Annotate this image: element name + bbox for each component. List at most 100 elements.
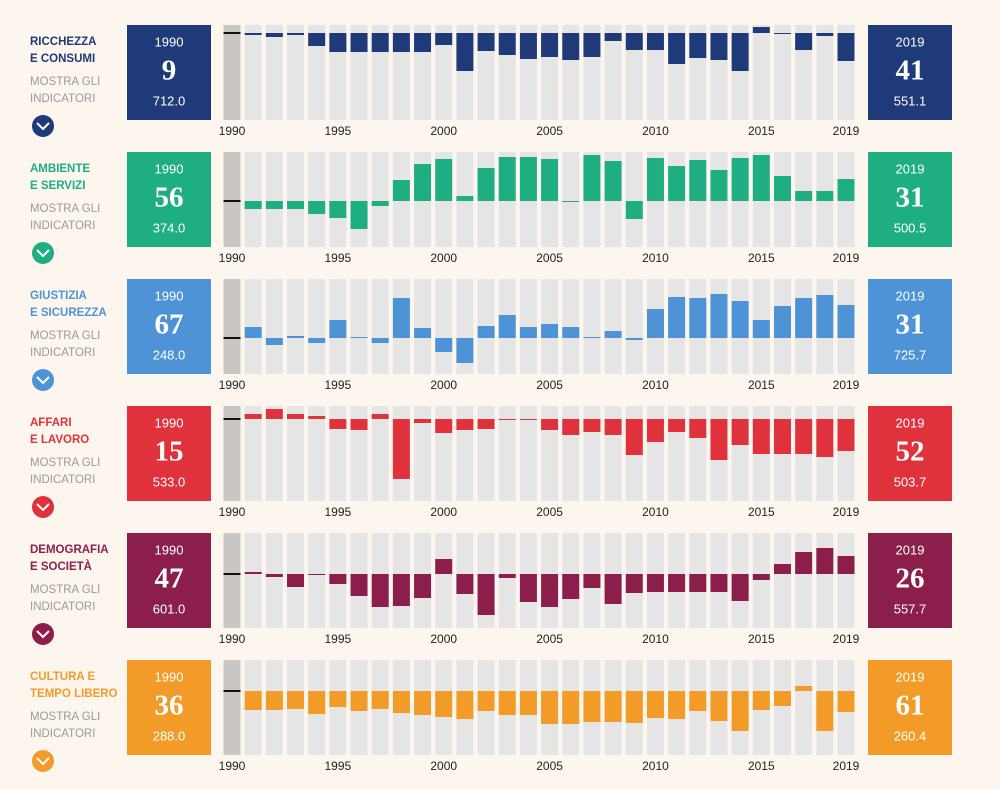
bar xyxy=(477,691,495,711)
column-bg xyxy=(265,533,283,628)
bar xyxy=(541,691,559,724)
column-bg xyxy=(223,152,241,247)
show-indicators[interactable]: MOSTRA GLI xyxy=(30,584,100,596)
bar xyxy=(498,691,516,715)
bar xyxy=(731,33,749,71)
column-bg xyxy=(287,406,305,501)
bar xyxy=(329,419,347,429)
expand-button[interactable] xyxy=(32,750,54,772)
bar xyxy=(795,191,813,201)
bar xyxy=(752,27,770,33)
bar xyxy=(773,691,791,706)
show-indicators[interactable]: MOSTRA GLI xyxy=(30,457,100,469)
bar xyxy=(731,419,749,445)
expand-button[interactable] xyxy=(32,623,54,645)
bar xyxy=(265,574,283,577)
show-indicators[interactable]: MOSTRA GLI xyxy=(30,330,100,342)
show-indicators[interactable]: INDICATORI xyxy=(30,728,95,740)
bar xyxy=(583,337,601,338)
bar xyxy=(562,419,580,435)
bar xyxy=(646,691,664,718)
box-rank: 31 xyxy=(896,182,925,214)
bar xyxy=(625,691,643,723)
x-tick-label: 2000 xyxy=(430,759,457,773)
bar xyxy=(287,33,305,35)
row-title: DEMOGRAFIA xyxy=(30,544,109,556)
bar xyxy=(350,33,368,52)
bar xyxy=(689,298,707,338)
expand-button[interactable] xyxy=(32,115,54,137)
column-bg xyxy=(562,152,580,247)
column-bg xyxy=(265,406,283,501)
bar xyxy=(392,574,410,606)
bar xyxy=(498,574,516,578)
bar xyxy=(519,419,537,420)
expand-button[interactable] xyxy=(32,242,54,264)
bar xyxy=(477,168,495,201)
bar xyxy=(604,419,622,435)
x-tick-label: 1990 xyxy=(219,632,246,646)
column-bg xyxy=(350,279,368,374)
box-year: 2019 xyxy=(896,669,925,684)
bar xyxy=(773,33,791,34)
bar xyxy=(414,33,432,52)
show-indicators[interactable]: INDICATORI xyxy=(30,220,95,232)
start-box xyxy=(127,279,211,374)
bar xyxy=(477,326,495,338)
expand-button[interactable] xyxy=(32,496,54,518)
bar xyxy=(625,419,643,455)
row-title: AMBIENTE xyxy=(30,163,90,175)
expand-button[interactable] xyxy=(32,369,54,391)
column-bg xyxy=(816,25,834,120)
bar xyxy=(837,33,855,61)
row-title: RICCHEZZA xyxy=(30,36,96,48)
column-bg xyxy=(435,533,453,628)
column-bg xyxy=(498,406,516,501)
x-tick-label: 2015 xyxy=(748,378,775,392)
show-indicators[interactable]: INDICATORI xyxy=(30,347,95,359)
bar xyxy=(308,691,326,714)
column-bg xyxy=(244,406,262,501)
box-rank: 31 xyxy=(896,309,925,341)
bar xyxy=(329,691,347,707)
x-tick-label: 2015 xyxy=(748,505,775,519)
x-tick-label: 2005 xyxy=(536,378,563,392)
bar xyxy=(710,691,728,721)
box-score: 533.0 xyxy=(153,474,186,489)
bar xyxy=(287,691,305,709)
x-tick-label: 2005 xyxy=(536,505,563,519)
bar xyxy=(816,191,834,201)
column-bg xyxy=(837,533,855,628)
bar xyxy=(392,298,410,338)
show-indicators[interactable]: MOSTRA GLI xyxy=(30,711,100,723)
box-rank: 15 xyxy=(155,436,184,468)
bar xyxy=(604,574,622,604)
bar xyxy=(816,33,834,36)
bar xyxy=(668,33,686,64)
bar xyxy=(731,301,749,338)
column-bg xyxy=(752,533,770,628)
bar xyxy=(414,574,432,598)
show-indicators[interactable]: INDICATORI xyxy=(30,93,95,105)
box-rank: 67 xyxy=(155,309,184,341)
box-year: 1990 xyxy=(155,542,184,557)
column-bg xyxy=(329,660,347,755)
box-year: 1990 xyxy=(155,288,184,303)
row-title: AFFARI xyxy=(30,417,72,429)
x-tick-label: 1995 xyxy=(325,759,352,773)
bar xyxy=(435,419,453,433)
show-indicators[interactable]: MOSTRA GLI xyxy=(30,203,100,215)
show-indicators[interactable]: MOSTRA GLI xyxy=(30,76,100,88)
column-bg xyxy=(223,660,241,755)
bar xyxy=(710,419,728,460)
bar xyxy=(414,164,432,201)
bar xyxy=(519,691,537,715)
show-indicators[interactable]: INDICATORI xyxy=(30,474,95,486)
bar xyxy=(371,414,389,419)
box-year: 1990 xyxy=(155,161,184,176)
bar xyxy=(329,574,347,584)
column-bg xyxy=(371,279,389,374)
show-indicators[interactable]: INDICATORI xyxy=(30,601,95,613)
x-tick-label: 1990 xyxy=(219,378,246,392)
